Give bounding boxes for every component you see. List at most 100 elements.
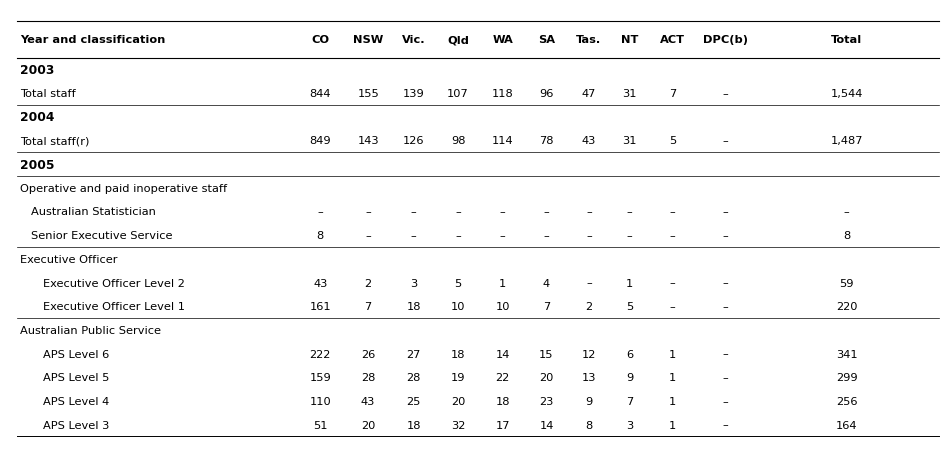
- Text: 22: 22: [495, 373, 510, 382]
- Text: 26: 26: [361, 349, 376, 359]
- Text: 25: 25: [407, 396, 421, 406]
- Text: 78: 78: [539, 136, 553, 146]
- Text: 2005: 2005: [20, 158, 54, 171]
- Text: CO: CO: [311, 35, 329, 45]
- Text: –: –: [365, 230, 371, 241]
- Text: 10: 10: [451, 302, 465, 312]
- Text: –: –: [544, 230, 550, 241]
- Text: 20: 20: [361, 419, 376, 430]
- Text: APS Level 3: APS Level 3: [43, 419, 109, 430]
- Text: 1: 1: [499, 278, 506, 288]
- Text: 7: 7: [626, 396, 633, 406]
- Text: Senior Executive Service: Senior Executive Service: [31, 230, 172, 241]
- Text: 43: 43: [313, 278, 327, 288]
- Text: –: –: [723, 302, 728, 312]
- Text: –: –: [365, 207, 371, 217]
- Text: 9: 9: [626, 373, 633, 382]
- Text: 18: 18: [451, 349, 465, 359]
- Text: Operative and paid inoperative staff: Operative and paid inoperative staff: [20, 184, 227, 193]
- Text: Year and classification: Year and classification: [20, 35, 165, 45]
- Text: 18: 18: [406, 419, 421, 430]
- Text: 114: 114: [492, 136, 514, 146]
- Text: ACT: ACT: [660, 35, 686, 45]
- Text: 7: 7: [364, 302, 372, 312]
- Text: –: –: [544, 207, 550, 217]
- Text: Qld: Qld: [447, 35, 469, 45]
- Text: 32: 32: [451, 419, 465, 430]
- Text: 126: 126: [403, 136, 424, 146]
- Text: 4: 4: [543, 278, 550, 288]
- Text: –: –: [500, 230, 506, 241]
- Text: 10: 10: [495, 302, 510, 312]
- Text: 222: 222: [309, 349, 331, 359]
- Text: –: –: [500, 207, 506, 217]
- Text: 5: 5: [670, 136, 676, 146]
- Text: 18: 18: [495, 396, 510, 406]
- Text: –: –: [586, 207, 592, 217]
- Text: 14: 14: [495, 349, 510, 359]
- Text: 19: 19: [451, 373, 465, 382]
- Text: –: –: [670, 207, 675, 217]
- Text: Australian Public Service: Australian Public Service: [20, 325, 161, 335]
- Text: 1: 1: [670, 373, 676, 382]
- Text: 43: 43: [582, 136, 596, 146]
- Text: 2: 2: [364, 278, 372, 288]
- Text: 7: 7: [543, 302, 550, 312]
- Text: 8: 8: [843, 230, 850, 241]
- Text: Executive Officer Level 1: Executive Officer Level 1: [43, 302, 185, 312]
- Text: 17: 17: [495, 419, 510, 430]
- Text: –: –: [723, 207, 728, 217]
- Text: 7: 7: [670, 89, 676, 99]
- Text: 3: 3: [410, 278, 417, 288]
- Text: –: –: [670, 278, 675, 288]
- Text: 2: 2: [585, 302, 592, 312]
- Text: –: –: [411, 207, 417, 217]
- Text: –: –: [627, 230, 632, 241]
- Text: 341: 341: [836, 349, 858, 359]
- Text: –: –: [723, 373, 728, 382]
- Text: 13: 13: [582, 373, 596, 382]
- Text: 20: 20: [539, 373, 553, 382]
- Text: Total: Total: [831, 35, 863, 45]
- Text: Executive Officer: Executive Officer: [20, 254, 117, 264]
- Text: 118: 118: [492, 89, 514, 99]
- Text: –: –: [318, 207, 323, 217]
- Text: 8: 8: [317, 230, 324, 241]
- Text: 51: 51: [313, 419, 327, 430]
- Text: 15: 15: [539, 349, 553, 359]
- Text: –: –: [411, 230, 417, 241]
- Text: 256: 256: [836, 396, 857, 406]
- Text: Total staff: Total staff: [20, 89, 75, 99]
- Text: 849: 849: [309, 136, 331, 146]
- Text: 107: 107: [447, 89, 469, 99]
- Text: 14: 14: [539, 419, 553, 430]
- Text: –: –: [723, 230, 728, 241]
- Text: 1: 1: [626, 278, 633, 288]
- Text: 155: 155: [358, 89, 379, 99]
- Text: 31: 31: [622, 89, 637, 99]
- Text: –: –: [723, 419, 728, 430]
- Text: 43: 43: [361, 396, 376, 406]
- Text: Australian Statistician: Australian Statistician: [31, 207, 156, 217]
- Text: 844: 844: [309, 89, 331, 99]
- Text: –: –: [723, 89, 728, 99]
- Text: 8: 8: [585, 419, 592, 430]
- Text: 98: 98: [451, 136, 465, 146]
- Text: 27: 27: [407, 349, 421, 359]
- Text: SA: SA: [538, 35, 555, 45]
- Text: 3: 3: [626, 419, 633, 430]
- Text: 9: 9: [585, 396, 592, 406]
- Text: Vic.: Vic.: [402, 35, 426, 45]
- Text: 5: 5: [455, 278, 461, 288]
- Text: Tas.: Tas.: [576, 35, 602, 45]
- Text: 220: 220: [836, 302, 857, 312]
- Text: 18: 18: [406, 302, 421, 312]
- Text: 6: 6: [626, 349, 633, 359]
- Text: 1: 1: [670, 396, 676, 406]
- Text: APS Level 5: APS Level 5: [43, 373, 109, 382]
- Text: 299: 299: [836, 373, 858, 382]
- Text: –: –: [844, 207, 849, 217]
- Text: 1,544: 1,544: [830, 89, 863, 99]
- Text: 1: 1: [670, 419, 676, 430]
- Text: 20: 20: [451, 396, 465, 406]
